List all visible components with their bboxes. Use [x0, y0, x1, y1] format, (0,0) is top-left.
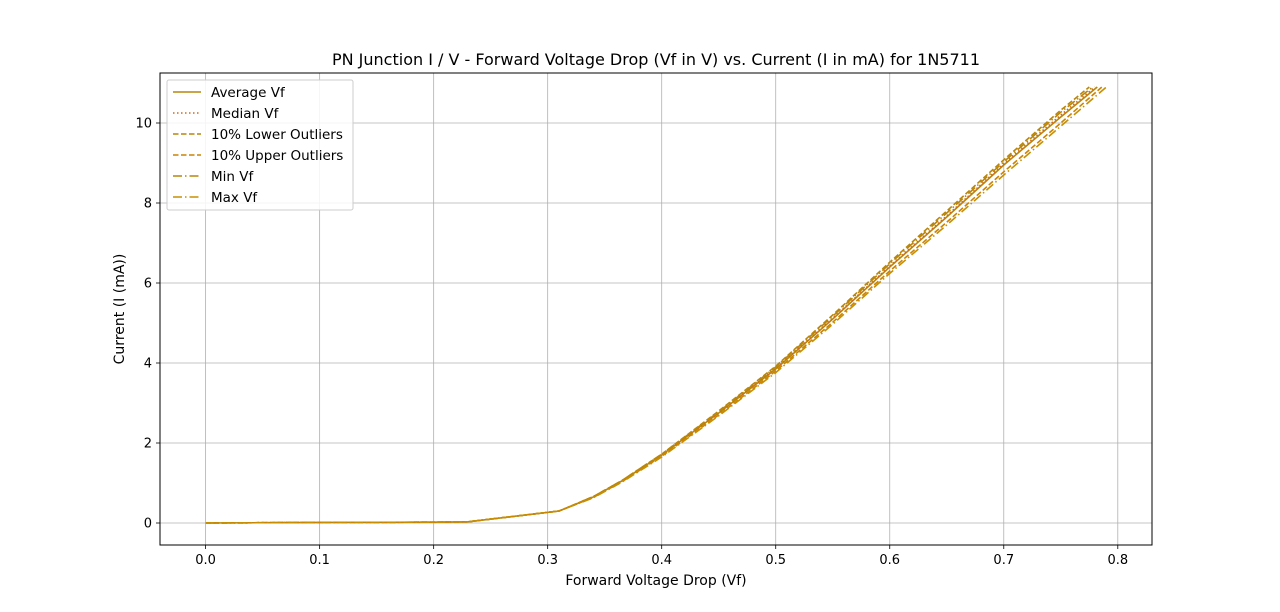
y-tick-label: 0: [144, 517, 152, 532]
x-tick-label: 0.0: [195, 553, 216, 568]
y-tick-label: 2: [144, 437, 152, 452]
x-tick-label: 0.5: [765, 553, 786, 568]
series-line-5: [205, 86, 1094, 524]
x-tick-label: 0.6: [879, 553, 900, 568]
x-ticks: 0.0 0.1 0.2 0.3 0.4 0.5 0.6 0.7 0.8: [195, 545, 1128, 568]
series-layer: [205, 86, 1107, 524]
x-tick-label: 0.4: [651, 553, 672, 568]
legend-box: [166, 79, 354, 211]
y-tick-label: 6: [144, 277, 152, 292]
y-tick-label: 4: [144, 357, 152, 372]
legend-label-6: Max Vf: [211, 190, 258, 206]
x-tick-label: 0.1: [309, 553, 330, 568]
y-ticks: 0 2 4 6 8 10: [135, 117, 160, 532]
grid: [160, 73, 1152, 545]
legend-label-5: Min Vf: [211, 169, 254, 185]
legend-label-3: 10% Lower Outliers: [211, 127, 343, 143]
y-axis-label: Current (I (mA)): [112, 254, 128, 365]
chart-title: PN Junction I / V - Forward Voltage Drop…: [332, 50, 980, 69]
series-line-6: [205, 86, 1107, 524]
x-tick-label: 0.7: [993, 553, 1014, 568]
legend-label-2: Median Vf: [211, 106, 280, 122]
x-tick-label: 0.8: [1107, 553, 1128, 568]
legend-label-4: 10% Upper Outliers: [211, 148, 343, 164]
y-tick-label: 8: [144, 197, 152, 212]
y-tick-label: 10: [135, 117, 152, 132]
series-line-4: [205, 86, 1103, 524]
x-axis-label: Forward Voltage Drop (Vf): [565, 573, 746, 589]
x-tick-label: 0.2: [423, 553, 444, 568]
x-tick-label: 0.3: [537, 553, 558, 568]
plot-frame: [159, 72, 1153, 546]
legend: Average Vf Median Vf 10% Lower Outliers 10%…: [166, 79, 354, 211]
legend-label-1: Average Vf: [211, 85, 286, 101]
